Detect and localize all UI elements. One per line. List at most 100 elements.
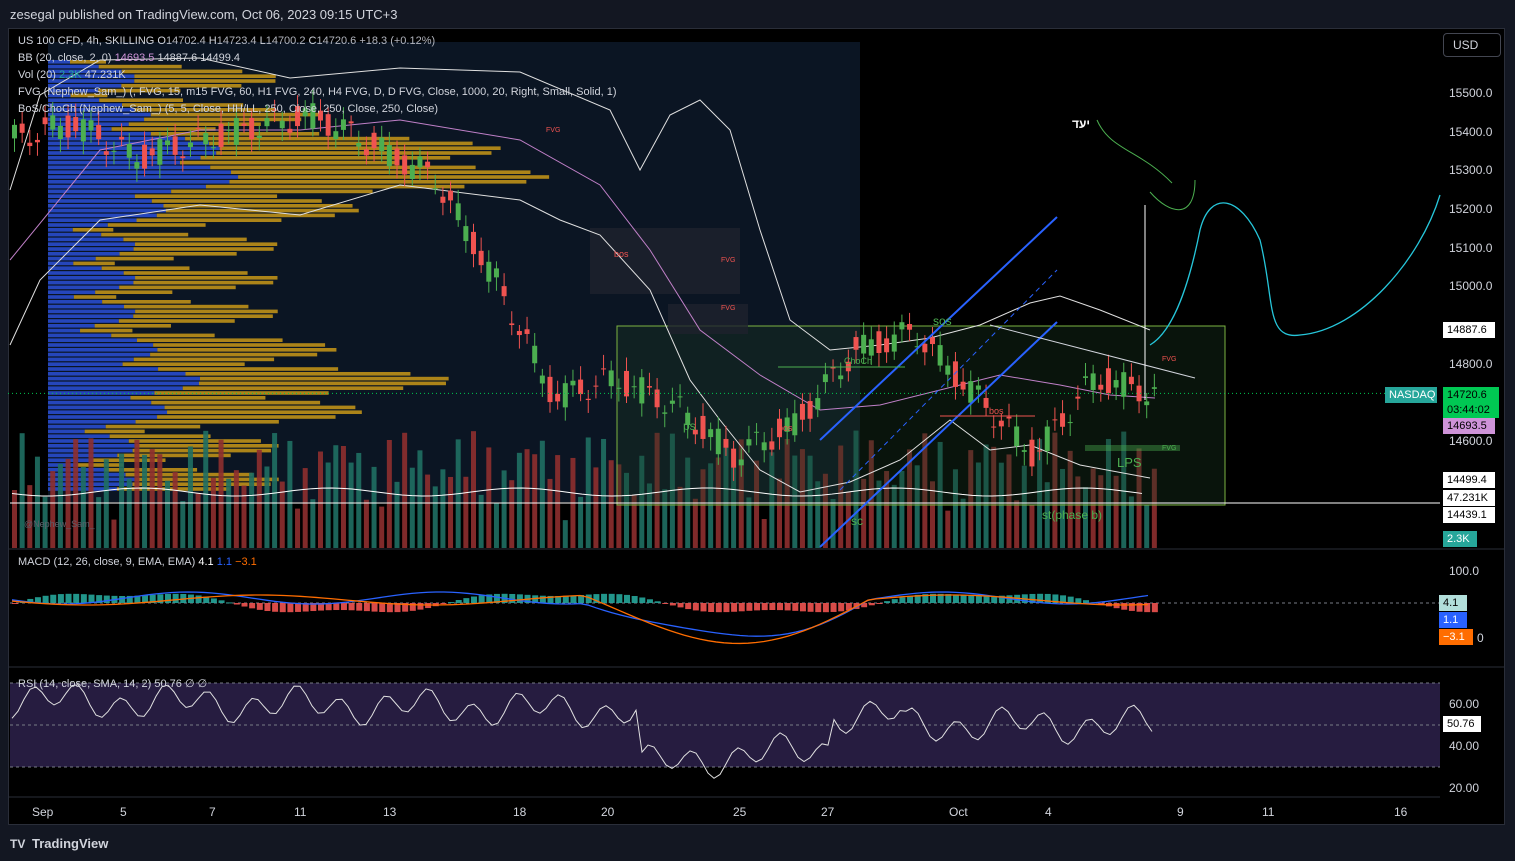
price-tick: 15500.0 [1449, 86, 1493, 100]
volume-bar [509, 480, 515, 548]
volume-profile-bar [48, 136, 186, 141]
resistance-trendline [989, 324, 1196, 379]
candle-body [861, 334, 867, 354]
brand-name[interactable]: TradingView [32, 836, 109, 851]
volume-bar [608, 460, 614, 548]
volume-bar [723, 439, 729, 548]
macd-histogram-bar [1136, 603, 1143, 612]
last-price-tag: 14720.6 [1443, 387, 1499, 403]
volume-profile-bar [153, 343, 326, 347]
candle-body [241, 123, 247, 126]
volume-profile-bar [48, 376, 200, 381]
price-tick: 14800.0 [1449, 357, 1493, 371]
macd-histogram-bar [968, 595, 975, 603]
macd-histogram-bar [287, 603, 294, 613]
publish-info: zesegal published on TradingView.com, Oc… [10, 7, 398, 22]
volume-bar [19, 433, 25, 548]
macd-histogram-bar [409, 603, 416, 611]
publish-header: zesegal published on TradingView.com, Oc… [0, 0, 1515, 28]
volume-bar [585, 437, 591, 548]
macd-histogram-bar [516, 594, 523, 603]
volume-profile-bar [48, 103, 123, 107]
volume-bar [692, 498, 698, 548]
volume-bar [1090, 468, 1096, 548]
volume-bar [861, 478, 867, 548]
volume-bar [34, 456, 40, 548]
volume-bar [937, 441, 943, 548]
volume-profile-bar [123, 271, 248, 275]
sc-label: sc [851, 514, 863, 528]
macd-histogram-bar [448, 602, 455, 604]
rsi-legend[interactable]: RSI (14, close, SMA, 14, 2) 50.76 ∅ ∅ [18, 678, 208, 690]
macd-legend[interactable]: MACD (12, 26, close, 9, EMA, EMA) 4.1 1.… [18, 556, 257, 568]
candle-body [394, 148, 400, 166]
candle-body [838, 375, 844, 380]
volume-bar [1144, 505, 1150, 548]
candle-body [930, 337, 935, 345]
volume-profile-bar [48, 271, 124, 275]
macd-histogram-bar [486, 594, 493, 603]
volume-bar [363, 499, 369, 548]
candle-body [685, 412, 691, 426]
hline-tag: 14439.1 [1443, 507, 1495, 523]
volume-profile-bar [111, 333, 215, 338]
macd-histogram-bar [792, 603, 799, 611]
bb-legend[interactable]: BB (20, close, 2, 0) 14693.5 14887.6 144… [18, 52, 241, 64]
candle-body [57, 125, 63, 140]
volume-profile-bar [99, 98, 183, 102]
channel-mid-line [839, 269, 1058, 491]
candle-body [379, 137, 385, 152]
candle-body [1021, 450, 1027, 452]
candle-body [233, 117, 239, 145]
candle-body [249, 117, 255, 140]
volume-profile-bar [94, 324, 171, 328]
volume-bar [103, 459, 109, 548]
currency-button[interactable]: USD [1443, 33, 1501, 57]
fvg-label: FVG [1162, 445, 1176, 452]
volume-profile-bar [134, 108, 277, 112]
volume-profile-bar [122, 362, 245, 366]
macd-histogram-bar [27, 598, 34, 603]
candle-body [203, 133, 209, 145]
candle-body [1060, 413, 1066, 427]
bos-label: bos [989, 406, 1004, 416]
macd-histogram-bar [233, 603, 240, 605]
volume-profile-bar [134, 74, 276, 78]
macd-signal-tag: −3.1 [1439, 629, 1473, 645]
volume-bar [119, 453, 125, 548]
volume-profile-bar [102, 300, 191, 304]
volume-bar [80, 466, 86, 548]
volume-profile-bar [48, 348, 158, 352]
macd-histogram-bar [631, 596, 638, 603]
candle-body [532, 345, 538, 364]
volume-profile-bar [48, 319, 119, 323]
volume-profile-bar [48, 242, 135, 246]
candle-body [585, 398, 591, 401]
macd-line [11, 591, 1149, 637]
volume-bar [1083, 487, 1088, 548]
candle-body [440, 196, 446, 203]
volume-profile-bar [48, 256, 96, 261]
volume-bar [249, 472, 255, 548]
volume-profile-bar [133, 280, 274, 285]
vol-legend[interactable]: Vol (20) 2.3K 47.231K [18, 69, 126, 81]
volume-profile-bar [48, 343, 154, 347]
candle-body [486, 261, 492, 282]
candle-body [1052, 419, 1058, 421]
volume-bar [409, 467, 415, 548]
fvg-legend[interactable]: FVG (Nephew_Sam_) (, FVG, 15, m15 FVG, 6… [18, 86, 617, 98]
candle-body [448, 190, 454, 201]
volume-profile-bar [48, 396, 131, 400]
accumulation-range-box [616, 325, 1226, 506]
volume-profile-bar [109, 434, 211, 438]
main-legend: US 100 CFD, 4h, SKILLING O14702.4 H14723… [18, 35, 436, 47]
volume-profile-bar [48, 415, 158, 419]
candle-body [792, 413, 798, 436]
macd-histogram-bar [50, 594, 57, 603]
volume-bar [440, 469, 446, 548]
bos-legend[interactable]: BoS/ChoCh (Nephew_Sam_) (5, 5, Close, HH… [18, 103, 439, 115]
candle-body [142, 144, 148, 169]
candle-body [1128, 376, 1134, 385]
volume-bar [210, 477, 216, 548]
